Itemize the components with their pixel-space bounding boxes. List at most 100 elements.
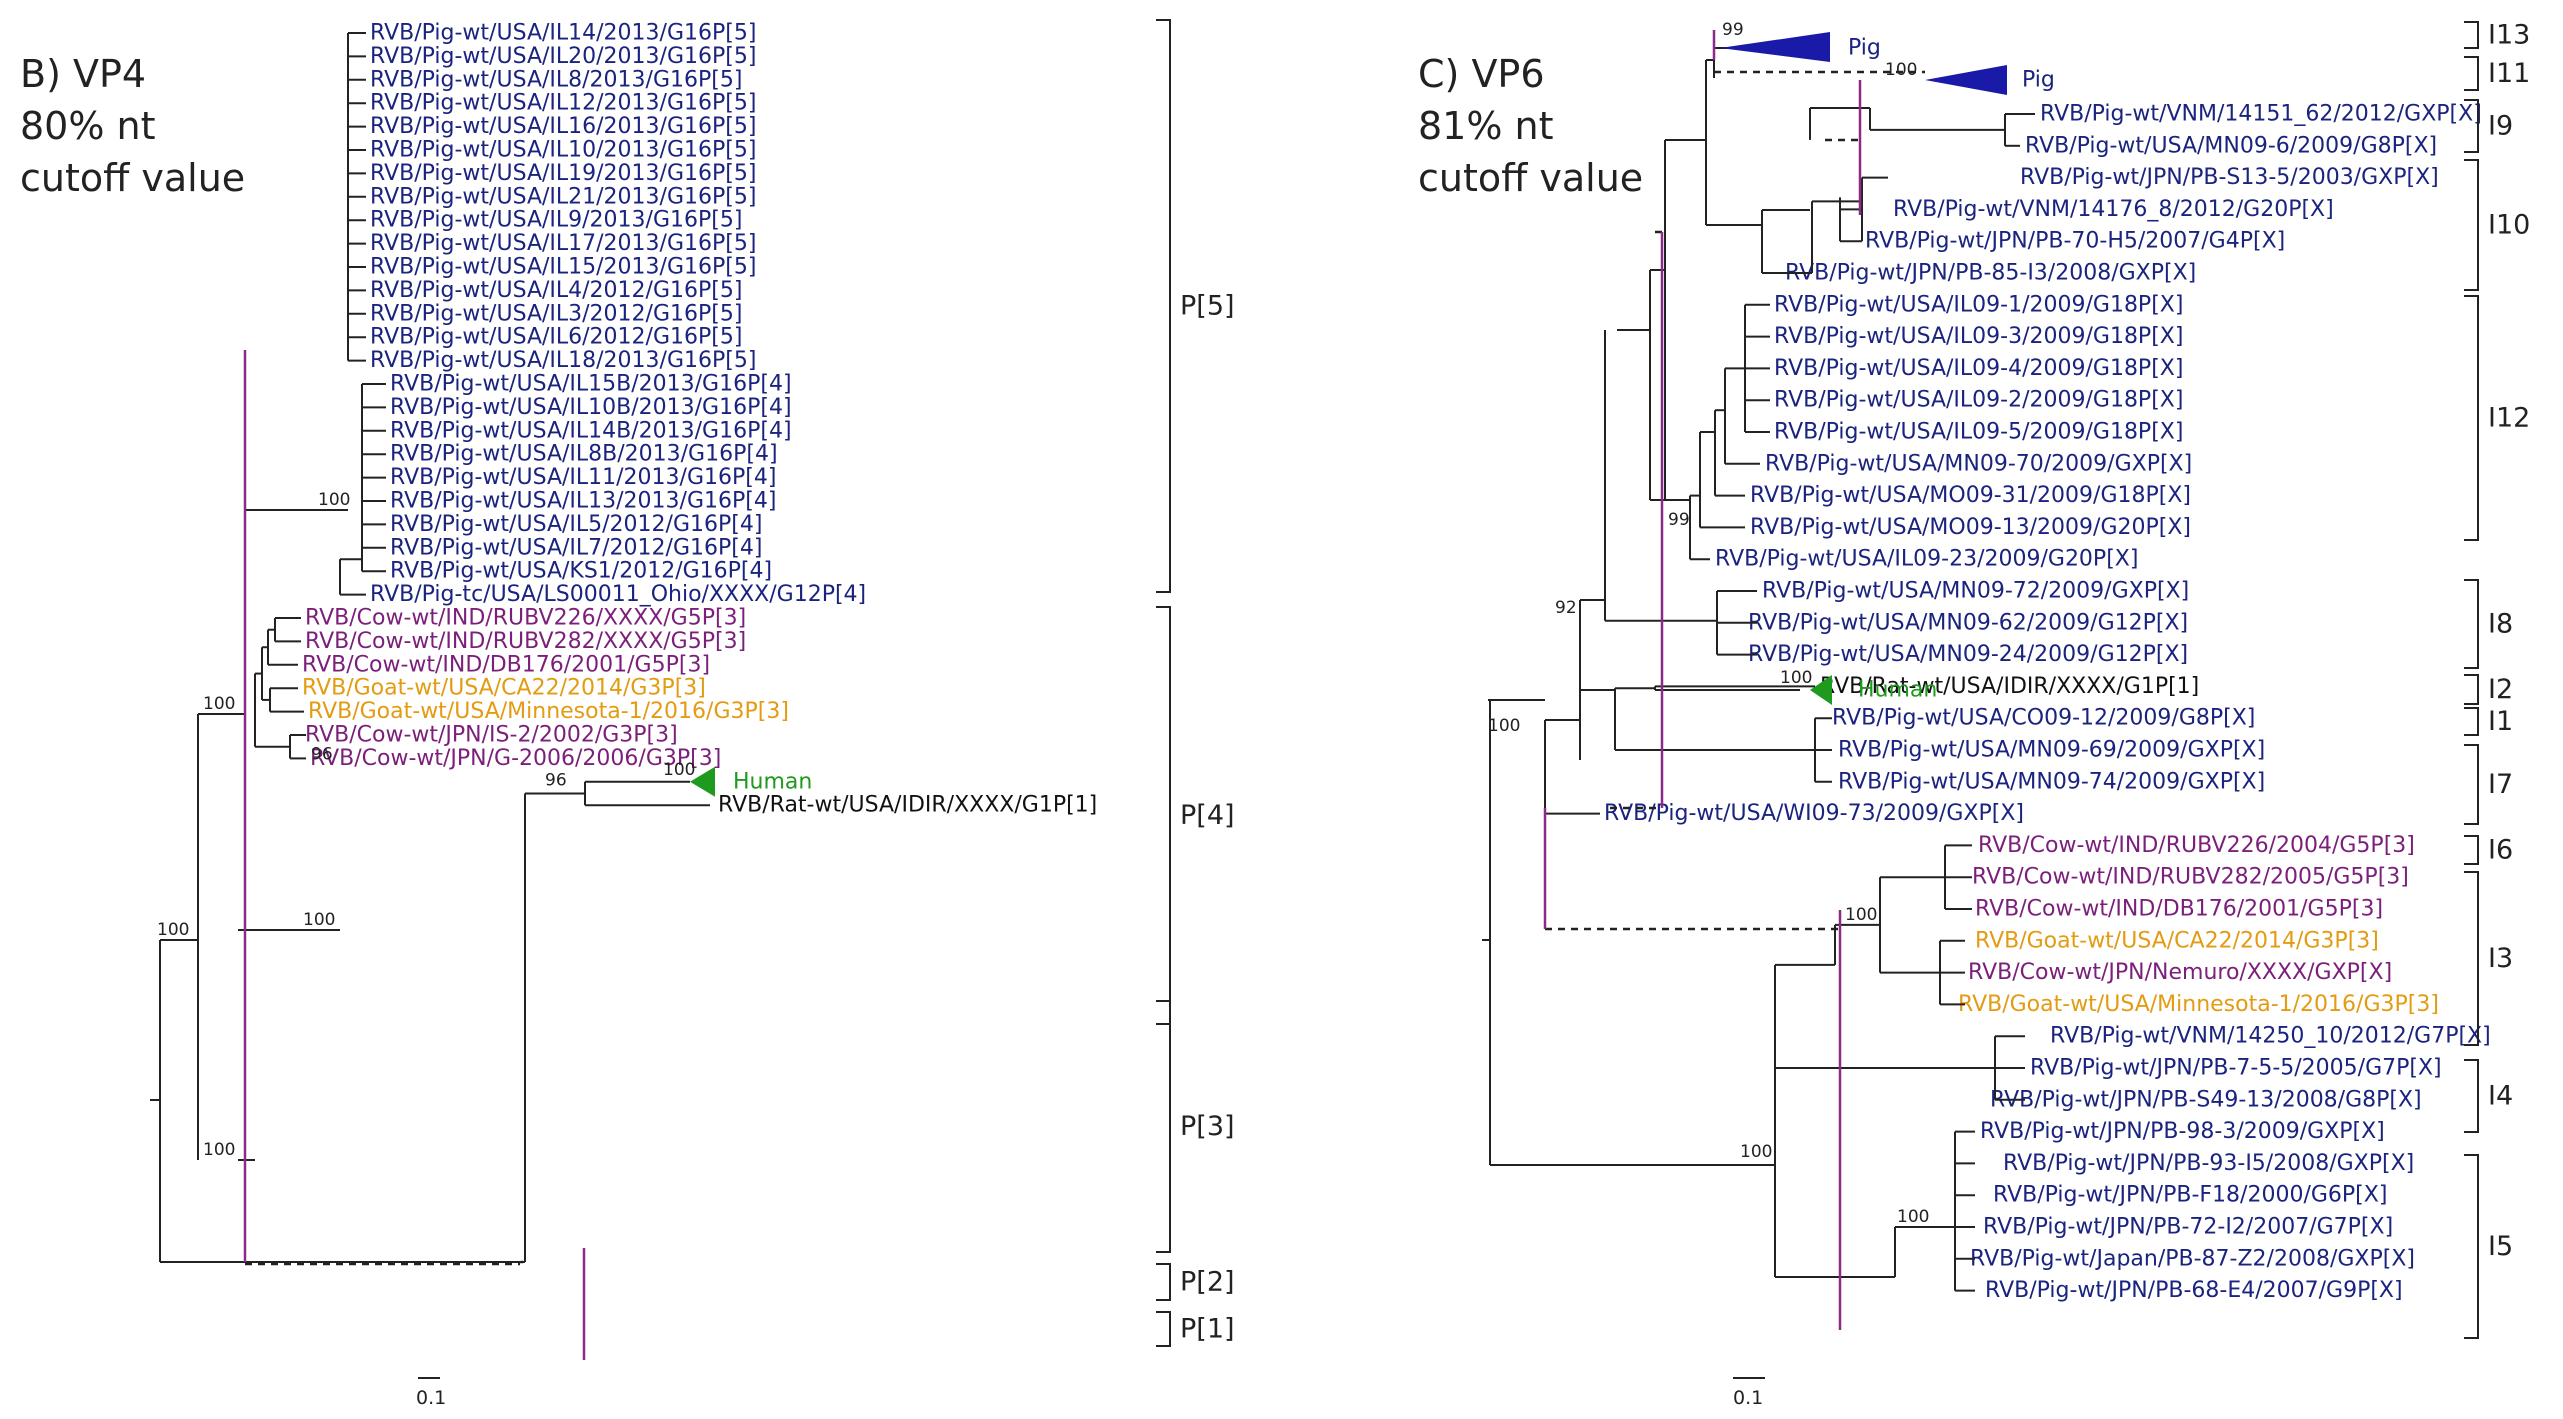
leaf-label: RVB/Rat-wt/USA/IDIR/XXXX/G1P[1] — [718, 793, 1097, 818]
collapsed-clade-triangle — [690, 766, 715, 797]
clade-label: I1 — [2488, 706, 2513, 737]
leaf-label: RVB/Pig-wt/USA/IL09-3/2009/G18P[X] — [1774, 324, 2183, 349]
bootstrap-value: 99 — [1722, 20, 1744, 40]
leaf-label: RVB/Pig-wt/USA/IL15B/2013/G16P[4] — [390, 372, 792, 397]
clade-bracket — [2464, 159, 2479, 291]
leaf-label: RVB/Pig-wt/USA/IL09-1/2009/G18P[X] — [1774, 292, 2183, 317]
leaf-label: RVB/Pig-wt/USA/MN09-24/2009/G12P[X] — [1748, 642, 2188, 667]
bootstrap-value: 100 — [318, 490, 350, 510]
leaf-label: RVB/Pig-wt/USA/IL09-5/2009/G18P[X] — [1774, 420, 2183, 445]
leaf-label: RVB/Cow-wt/IND/DB176/2001/G5P[3] — [1975, 897, 2383, 922]
bootstrap-value: 100 — [1845, 905, 1877, 925]
leaf-label: RVB/Pig-wt/USA/IL10B/2013/G16P[4] — [390, 395, 792, 420]
leaf-label: RVB/Pig-wt/USA/MN09-62/2009/G12P[X] — [1748, 610, 2188, 635]
leaf-label: RVB/Cow-wt/IND/RUBV226/XXXX/G5P[3] — [305, 606, 746, 631]
clade-bracket — [2464, 674, 2479, 705]
clade-bracket — [2464, 835, 2479, 865]
leaf-label: RVB/Pig-wt/JPN/PB-70-H5/2007/G4P[X] — [1865, 229, 2285, 254]
vp6-tree: RVB/Pig-wt/VNM/14151_62/2012/GXP[X] RVB/P… — [1482, 20, 2530, 1409]
bootstrap-value: 96 — [545, 771, 567, 791]
leaf-label: RVB/Pig-wt/USA/IL17/2013/G16P[5] — [370, 231, 756, 256]
leaf-label: RVB/Pig-wt/USA/IL19/2013/G16P[5] — [370, 161, 756, 186]
clade-bracket — [1156, 1311, 1171, 1347]
clade-bracket — [2464, 707, 2479, 736]
clade-bracket — [2464, 56, 2479, 91]
clade-label: I2 — [2488, 674, 2513, 705]
leaf-label: RVB/Pig-wt/USA/IL4/2012/G16P[5] — [370, 278, 742, 303]
scale-bar-label: 0.1 — [1733, 1387, 1763, 1409]
clade-label: I4 — [2488, 1081, 2513, 1112]
leaf-label: RVB/Pig-wt/USA/IL11/2013/G16P[4] — [390, 465, 776, 490]
collapsed-clade-triangle — [1810, 675, 1832, 705]
bootstrap-value: 100 — [1897, 1207, 1929, 1227]
clade-label: P[5] — [1180, 291, 1235, 322]
scale-bar-label: 0.1 — [416, 1387, 446, 1409]
clade-bracket — [2464, 744, 2479, 825]
leaf-label: RVB/Goat-wt/USA/CA22/2014/G3P[3] — [1975, 928, 2379, 953]
leaf-label: RVB/Pig-wt/Japan/PB-87-Z2/2008/GXP[X] — [1970, 1246, 2415, 1271]
panel-b-heading-line: cutoff value — [20, 156, 246, 200]
bootstrap-value: 100 — [1488, 716, 1520, 736]
leaf-label: RVB/Cow-wt/IND/DB176/2001/G5P[3] — [302, 652, 710, 677]
leaf-label: RVB/Pig-wt/USA/CO09-12/2009/G8P[X] — [1832, 706, 2255, 731]
bootstrap-value: 100 — [157, 920, 189, 940]
leaf-label: RVB/Pig-wt/USA/MN09-6/2009/G8P[X] — [2025, 133, 2437, 158]
panel-c-heading: C) VP6 81% nt cutoff value — [1418, 48, 1643, 204]
leaf-label: RVB/Pig-wt/USA/MN09-70/2009/GXP[X] — [1765, 451, 2192, 476]
collapsed-clade-triangle — [1925, 65, 2007, 95]
leaf-label: RVB/Pig-wt/USA/MN09-69/2009/GXP[X] — [1838, 738, 2265, 763]
leaf-label: RVB/Pig-wt/USA/IL09-2/2009/G18P[X] — [1774, 388, 2183, 413]
clade-label: I6 — [2488, 835, 2513, 866]
leaf-label: RVB/Pig-wt/USA/MN09-74/2009/GXP[X] — [1838, 769, 2265, 794]
leaf-label: RVB/Pig-wt/USA/IL3/2012/G16P[5] — [370, 301, 742, 326]
leaf-label: RVB/Pig-wt/JPN/PB-85-I3/2008/GXP[X] — [1785, 261, 2196, 286]
clade-label: P[2] — [1180, 1267, 1235, 1298]
collapsed-clade-label: Pig — [1848, 36, 1881, 61]
bootstrap-value: 100 — [303, 910, 335, 930]
clade-label: I12 — [2488, 403, 2530, 434]
panel-c-heading-line: cutoff value — [1418, 156, 1644, 200]
clade-bracket — [2464, 871, 2479, 1046]
leaf-label: RVB/Pig-wt/VNM/14176_8/2012/G20P[X] — [1893, 197, 2334, 222]
leaf-label: RVB/Pig-wt/USA/IL13/2013/G16P[4] — [390, 489, 776, 514]
clade-label: I13 — [2488, 20, 2530, 51]
leaf-label: RVB/Pig-wt/JPN/PB-93-I5/2008/GXP[X] — [2003, 1151, 2414, 1176]
clade-bracket — [1156, 1263, 1171, 1301]
leaf-label: RVB/Pig-wt/USA/IL7/2012/G16P[4] — [390, 535, 762, 560]
clade-bracket — [1156, 606, 1171, 1025]
clade-bracket — [2464, 21, 2479, 49]
bootstrap-value: 100 — [203, 1140, 235, 1160]
clade-label: P[1] — [1180, 1314, 1235, 1345]
collapsed-clade-triangle — [1720, 32, 1830, 62]
bootstrap-value: 99 — [1668, 510, 1690, 530]
leaf-label: RVB/Pig-wt/JPN/PB-68-E4/2007/G9P[X] — [1985, 1278, 2403, 1303]
leaf-label: RVB/Cow-wt/IND/RUBV226/2004/G5P[3] — [1978, 833, 2415, 858]
bootstrap-value: 100 — [1885, 60, 1917, 80]
leaf-label: RVB/Pig-wt/USA/IL14B/2013/G16P[4] — [390, 418, 792, 443]
leaf-label: RVB/Pig-wt/USA/IL18/2013/G16P[5] — [370, 348, 756, 373]
leaf-label: RVB/Pig-wt/USA/IL6/2012/G16P[5] — [370, 325, 742, 350]
clade-label: I9 — [2488, 111, 2513, 142]
leaf-label: RVB/Pig-wt/USA/MO09-31/2009/G18P[X] — [1750, 483, 2191, 508]
leaf-label: RVB/Cow-wt/JPN/Nemuro/XXXX/GXP[X] — [1968, 960, 2392, 985]
clade-bracket — [2464, 1154, 2479, 1339]
clade-label: I8 — [2488, 609, 2513, 640]
leaf-label: RVB/Goat-wt/USA/Minnesota-1/2016/G3P[3] — [1958, 992, 2439, 1017]
leaf-label: RVB/Goat-wt/USA/CA22/2014/G3P[3] — [302, 676, 706, 701]
vp4-tree: RVB/Pig-wt/USA/IL14/2013/G16P[5]RVB/Pig-… — [150, 19, 1235, 1409]
leaf-label: RVB/Pig-wt/USA/KS1/2012/G16P[4] — [390, 559, 772, 584]
panel-b-heading: B) VP4 80% nt cutoff value — [20, 48, 245, 204]
leaf-label: RVB/Pig-wt/USA/IL12/2013/G16P[5] — [370, 91, 756, 116]
leaf-label: RVB/Pig-wt/JPN/PB-7-5-5/2005/G7P[X] — [2030, 1056, 2442, 1081]
clade-bracket — [2464, 579, 2479, 669]
leaf-label: RVB/Rat-wt/USA/IDIR/XXXX/G1P[1] — [1820, 674, 2199, 699]
leaf-label: RVB/Pig-wt/USA/IL5/2012/G16P[4] — [390, 512, 762, 537]
leaf-label: RVB/Cow-wt/IND/RUBV282/XXXX/G5P[3] — [305, 629, 746, 654]
collapsed-clade-label: Human — [1858, 678, 1937, 703]
leaf-label: RVB/Cow-wt/IND/RUBV282/2005/G5P[3] — [1972, 865, 2409, 890]
bootstrap-value: 100 — [663, 760, 695, 780]
leaf-label: RVB/Pig-wt/VNM/14151_62/2012/GXP[X] — [2040, 102, 2482, 127]
clade-bracket — [2464, 1059, 2479, 1133]
bootstrap-value: 96 — [311, 745, 333, 765]
